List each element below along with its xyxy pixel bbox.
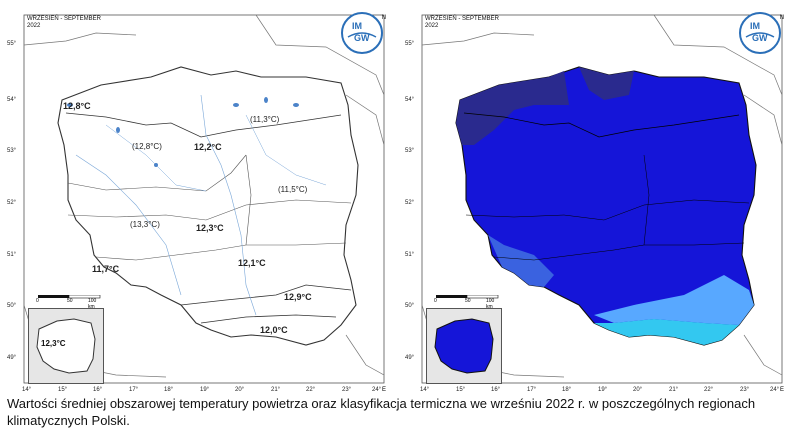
poland-outline — [57, 66, 359, 346]
lon-label: 23° — [342, 387, 352, 393]
north-label: N — [381, 15, 386, 21]
lat-label: 53° — [7, 148, 17, 154]
scale-label: 0 — [434, 298, 437, 304]
region-temp-label: 12,9°C — [284, 292, 312, 302]
scale-bar: 0 50 100 km — [434, 295, 500, 310]
region-temp-label: 12,1°C — [238, 258, 266, 268]
lon-label: 19° — [598, 387, 608, 393]
region-temp-label: (11,3°C) — [250, 115, 280, 124]
inset-map: 12,3°C — [28, 308, 104, 384]
region-temp-label: 12,2°C — [194, 142, 222, 152]
lon-label: 16° — [93, 387, 103, 393]
temperature-map: WRZESIEŃ - SEPTEMBER 2022 N E IM GW 55° … — [6, 5, 388, 393]
lon-label: 15° — [58, 387, 68, 393]
logo-text-bottom: GW — [354, 33, 370, 43]
east-label: E — [779, 387, 784, 393]
region-temp-label: (13,3°C) — [130, 220, 160, 229]
scale-bar-line — [38, 295, 101, 299]
lon-label: 18° — [164, 387, 174, 393]
region-temp-label: (12,8°C) — [132, 142, 162, 151]
map-title-year: 2022 — [27, 23, 41, 29]
region-medium — [488, 235, 554, 287]
lat-label: 51° — [7, 252, 17, 258]
lon-label: 17° — [129, 387, 139, 393]
figure-caption: Wartości średniej obszarowej temperatury… — [7, 396, 756, 428]
map-title: WRZESIEŃ - SEPTEMBER 2022 — [425, 16, 499, 30]
map-title-month: WRZESIEŃ - SEPTEMBER — [425, 16, 500, 22]
logo-text-top: IM — [750, 21, 760, 31]
lon-label: 18° — [562, 387, 572, 393]
inset-poland — [36, 318, 96, 374]
lat-label: 53° — [405, 148, 415, 154]
inset-temp-label: 12,3°C — [41, 339, 66, 348]
logo-icon — [341, 12, 383, 54]
lat-label: 55° — [7, 41, 17, 47]
lon-label: 16° — [491, 387, 501, 393]
lat-label: 54° — [7, 97, 17, 103]
inset-poland — [434, 318, 494, 374]
map-title-month: WRZESIEŃ - SEPTEMBER — [27, 16, 102, 22]
region-dark — [579, 67, 634, 100]
lon-label: 14° — [22, 387, 32, 393]
logo-text-top: IM — [352, 21, 362, 31]
lon-label: 19° — [200, 387, 210, 393]
region-temp-label: 12,8°C — [63, 101, 91, 111]
map-title-year: 2022 — [425, 23, 439, 29]
scale-label: 100 km — [88, 298, 97, 310]
scale-label: 0 — [36, 298, 39, 304]
lon-label: 14° — [420, 387, 430, 393]
scale-bar-line — [436, 295, 499, 299]
region-cyan — [594, 319, 739, 345]
logo-icon — [739, 12, 781, 54]
east-label: E — [381, 387, 386, 393]
lon-label: 24° — [372, 387, 382, 393]
map-title: WRZESIEŃ - SEPTEMBER 2022 — [27, 16, 101, 30]
imgw-logo: IM GW — [738, 11, 782, 55]
lat-label: 50° — [405, 303, 415, 309]
region-temp-label: 11,7°C — [92, 264, 120, 274]
logo-text-bottom: GW — [752, 33, 768, 43]
north-label: N — [779, 15, 784, 21]
lat-label: 50° — [7, 303, 17, 309]
lon-label: 17° — [527, 387, 537, 393]
lon-label: 23° — [740, 387, 750, 393]
scale-bar: 0 50 100 km — [36, 295, 102, 310]
lat-label: 52° — [7, 200, 17, 206]
classification-map: WRZESIEŃ - SEPTEMBER 2022 N E IM GW 55° … — [404, 5, 786, 393]
lon-label: 22° — [704, 387, 714, 393]
lat-label: 54° — [405, 97, 415, 103]
scale-label: 100 km — [486, 298, 495, 310]
lat-label: 52° — [405, 200, 415, 206]
lat-label: 51° — [405, 252, 415, 258]
scale-label: 50 — [67, 298, 73, 304]
lon-label: 21° — [271, 387, 281, 393]
lon-label: 21° — [669, 387, 679, 393]
region-temp-label: 12,0°C — [260, 325, 288, 335]
region-light — [594, 275, 754, 325]
inset-map — [426, 308, 502, 384]
lon-label: 20° — [633, 387, 643, 393]
lon-label: 20° — [235, 387, 245, 393]
region-dark — [456, 71, 569, 145]
lon-label: 15° — [456, 387, 466, 393]
region-temp-label: 12,3°C — [196, 223, 224, 233]
lat-label: 49° — [7, 355, 17, 361]
lon-label: 22° — [306, 387, 316, 393]
region-temp-label: (11,5°C) — [278, 185, 308, 194]
imgw-logo: IM GW — [340, 11, 384, 55]
scale-label: 50 — [465, 298, 471, 304]
lat-label: 49° — [405, 355, 415, 361]
lat-label: 55° — [405, 41, 415, 47]
lon-label: 24° — [770, 387, 780, 393]
